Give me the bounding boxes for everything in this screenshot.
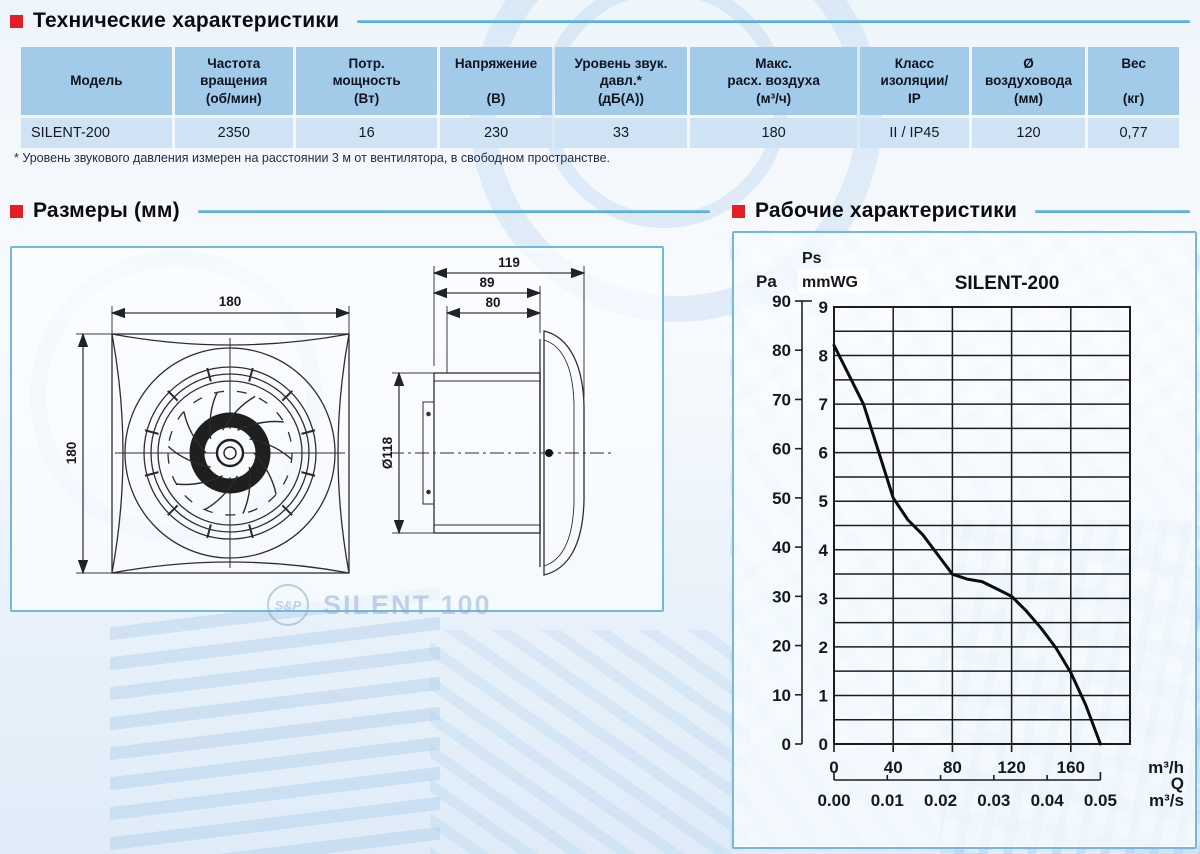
mmwg-tick-label: 7 <box>819 395 828 414</box>
x-tick-label: 160 <box>1057 758 1085 777</box>
pa-axis <box>795 300 812 745</box>
x-axis-unit: m³/h <box>1148 758 1184 777</box>
value-cell: 230 <box>440 118 552 148</box>
pa-tick-label: 0 <box>782 735 791 754</box>
q-tick-label: 0.02 <box>924 791 957 810</box>
column-header: Класс изоляции/IP <box>859 47 969 115</box>
table-footnote: * Уровень звукового давления измерен на … <box>14 151 611 165</box>
section-rule <box>197 209 710 213</box>
mmwg-tick-label: 3 <box>819 589 828 608</box>
value-cell: 2350 <box>174 118 293 148</box>
value-cell: 180 <box>690 118 857 148</box>
impeller-blades <box>144 367 316 539</box>
pa-tick-label: 60 <box>772 440 791 459</box>
q-tick-label: 0.04 <box>1031 791 1065 810</box>
mmwg-axis-label: mmWG <box>802 274 858 291</box>
model-cell: SILENT-200 <box>21 118 172 148</box>
red-square-bullet <box>10 204 23 218</box>
pa-tick-label: 20 <box>772 637 791 656</box>
q-tick-label: 0.01 <box>871 791 904 810</box>
spec-table: Модель Частота вращения (об/мин) Потр. мощнос… <box>18 44 1182 151</box>
pa-tick-label: 40 <box>772 538 791 557</box>
side-dimensions <box>392 266 586 535</box>
value-cell: 0,77 <box>1088 118 1179 148</box>
sp-logo-watermark: S&P <box>267 584 309 626</box>
q-axis-unit: m³/s <box>1149 791 1184 810</box>
q-tick-label: 0.05 <box>1084 791 1117 810</box>
column-header: Макс. расх. воздуха (м³/ч) <box>690 47 857 115</box>
section-title-perf: Рабочие характеристики <box>755 199 1018 222</box>
column-header: Потр. мощность (Вт) <box>295 47 438 115</box>
mmwg-tick-label: 1 <box>819 686 828 705</box>
section-title-tech: Технические характеристики <box>33 9 340 32</box>
dimension-drawing: 180 180 <box>64 255 614 576</box>
column-header: Уровень звук. давл.* (дБ(А)) <box>554 47 688 115</box>
value-cell: 16 <box>295 118 438 148</box>
pa-tick-label: 10 <box>772 686 791 705</box>
front-dimensions <box>76 306 351 575</box>
x-tick-label: 0 <box>829 758 838 777</box>
side-view <box>390 330 614 576</box>
mmwg-tick-label: 6 <box>819 444 828 463</box>
red-square-bullet <box>10 14 23 28</box>
pa-tick-label: 80 <box>772 341 791 360</box>
mmwg-tick-label: 9 <box>819 298 828 317</box>
mmwg-tick-label: 5 <box>819 492 828 511</box>
column-header: Вес (кг) <box>1088 47 1179 115</box>
column-header: Частота вращения (об/мин) <box>174 47 293 115</box>
ps-label: Ps <box>802 250 822 267</box>
front-view <box>111 333 350 574</box>
dim-side-duct-length: 80 <box>485 295 500 310</box>
mmwg-tick-label: 2 <box>819 638 828 657</box>
chart-grid <box>833 306 1131 745</box>
q-axis-name: Q <box>1171 774 1184 793</box>
dim-front-width: 180 <box>219 294 242 309</box>
x-tick-label: 120 <box>997 758 1025 777</box>
dimensions-panel: 180 180 <box>10 246 664 626</box>
red-square-bullet <box>732 204 745 218</box>
value-cell: II / IP45 <box>859 118 969 148</box>
mmwg-tick-label: 0 <box>819 735 828 754</box>
performance-panel: Ps Pa mmWG SILENT-200 0 10 20 30 40 50 60 70 80 90 0 1 2… <box>732 231 1197 849</box>
fan-curve <box>832 343 1102 746</box>
table-header-row: Модель Частота вращения (об/мин) Потр. мощнос… <box>21 47 1179 115</box>
building-watermark-center <box>430 630 750 854</box>
value-cell: 33 <box>554 118 688 148</box>
q-axis <box>833 772 1102 781</box>
dim-front-height: 180 <box>64 442 79 465</box>
silent100-watermark: SILENT 100 <box>323 589 492 620</box>
mmwg-tick-label: 4 <box>819 541 829 560</box>
mmwg-tick-label: 8 <box>819 347 828 366</box>
dim-side-body: 89 <box>479 275 494 290</box>
q-tick-label: 0.00 <box>817 791 850 810</box>
plot-frame <box>833 306 1131 745</box>
column-header: Напряжение (В) <box>440 47 552 115</box>
dim-side-overall: 119 <box>498 255 520 270</box>
section-header-perf: Рабочие характеристики <box>732 199 1190 223</box>
table-row: SILENT-200 2350 16 230 33 180 II / IP45 120 0,77 <box>21 118 1179 148</box>
x-tick-label: 80 <box>943 758 962 777</box>
column-header: Модель <box>21 47 172 115</box>
pa-tick-label: 90 <box>772 292 791 311</box>
section-rule <box>357 19 1190 23</box>
chart-title: SILENT-200 <box>955 273 1060 294</box>
pa-tick-label: 70 <box>772 390 791 409</box>
pa-axis-label: Pa <box>756 272 777 291</box>
table-body: SILENT-200 2350 16 230 33 180 II / IP45 120 0,77 <box>21 118 1179 148</box>
pa-tick-label: 50 <box>772 489 791 508</box>
x-tick-label: 40 <box>884 758 903 777</box>
section-rule <box>1035 209 1190 213</box>
dim-side-diameter: Ø118 <box>380 436 395 469</box>
section-header-dims: Размеры (мм) <box>10 199 710 223</box>
section-header-tech: Технические характеристики <box>10 9 1190 33</box>
panel-watermark: S&P SILENT 100 <box>267 584 492 626</box>
mmwg-chip <box>798 269 868 293</box>
value-cell: 120 <box>971 118 1086 148</box>
section-title-dims: Размеры (мм) <box>33 199 180 222</box>
q-tick-label: 0.03 <box>977 791 1010 810</box>
pa-tick-label: 30 <box>772 587 791 606</box>
